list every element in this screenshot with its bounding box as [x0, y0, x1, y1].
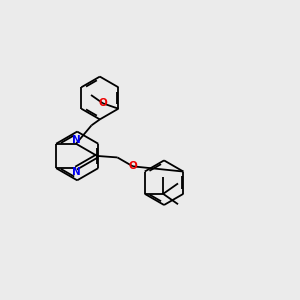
Text: O: O: [129, 161, 137, 171]
Text: O: O: [98, 98, 107, 108]
Text: N: N: [72, 167, 80, 177]
Text: N: N: [72, 135, 81, 145]
